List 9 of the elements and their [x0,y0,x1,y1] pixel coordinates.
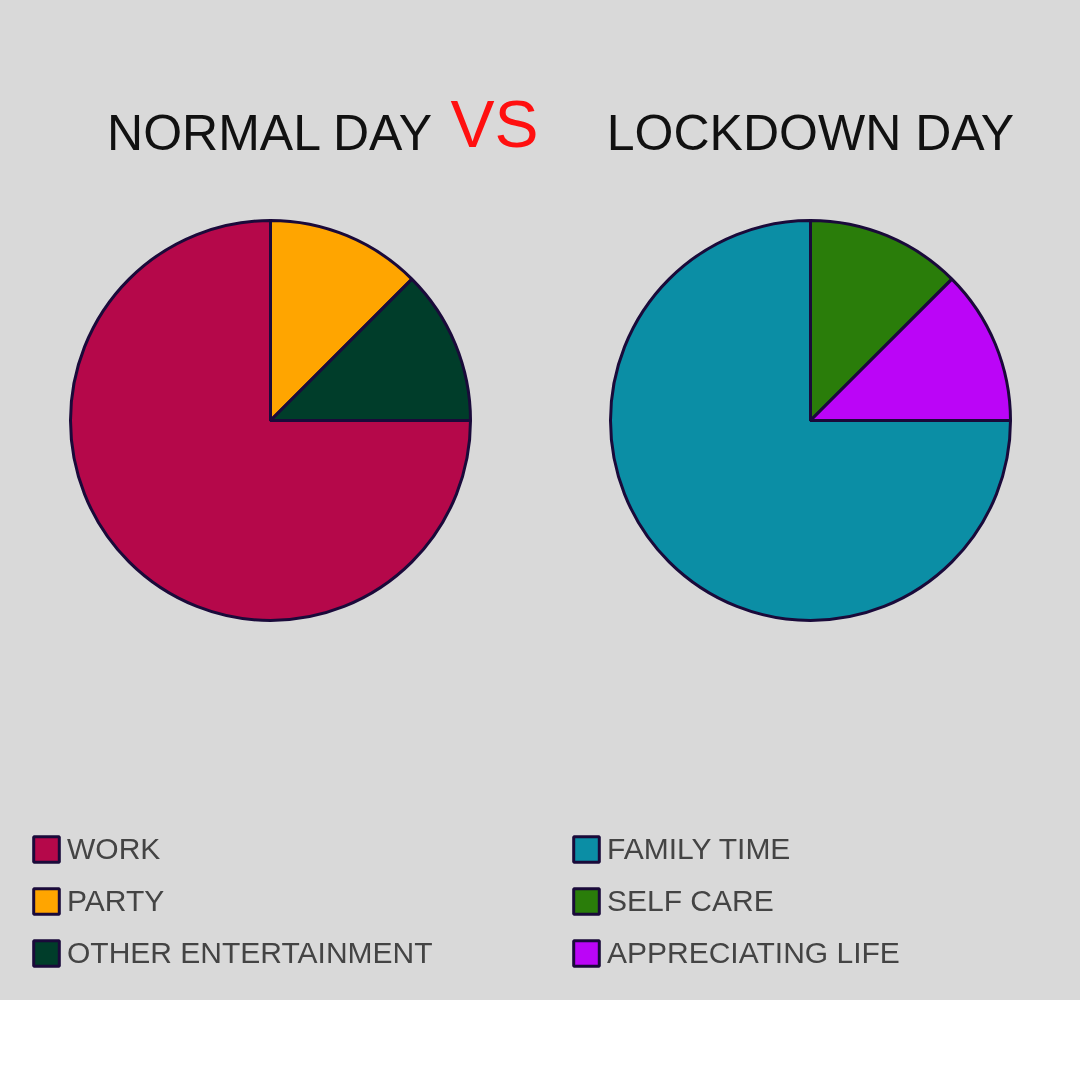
legend-label: APPRECIATING LIFE [607,936,900,970]
legend-label: SELF CARE [607,884,774,918]
text: VS [450,86,539,161]
legend-label: FAMILY TIME [607,832,791,866]
legend-label: OTHER ENTERTAINMENT [67,936,433,970]
legend-label: WORK [67,832,161,866]
chart-title: LOCKDOWN DAY [606,104,1015,161]
chart-title: NORMAL DAY [107,104,433,161]
legend-label: PARTY [67,884,165,918]
